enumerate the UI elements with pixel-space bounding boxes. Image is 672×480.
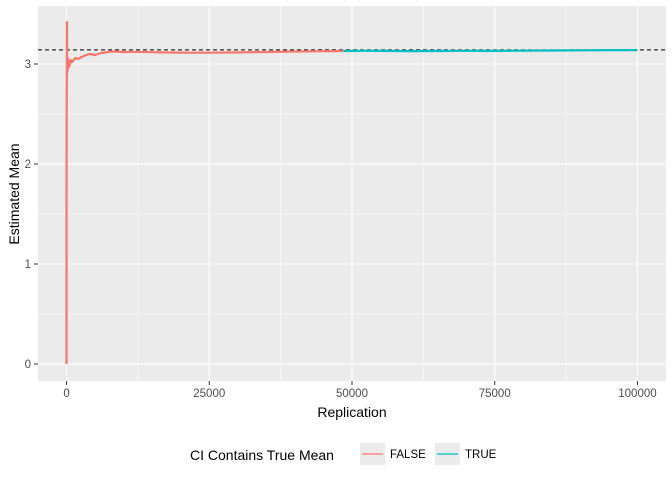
legend: CI Contains True Mean FALSE TRUE xyxy=(190,443,497,465)
x-axis: 0 25000 50000 75000 100000 xyxy=(63,381,657,400)
x-tick-label: 0 xyxy=(63,388,69,400)
legend-label-false: FALSE xyxy=(390,449,426,461)
y-tick-label: 2 xyxy=(25,159,31,171)
series-line-false xyxy=(65,20,344,365)
x-tick-label: 100000 xyxy=(618,388,656,400)
x-tick-label: 25000 xyxy=(193,388,225,400)
legend-title: CI Contains True Mean xyxy=(190,447,334,463)
x-tick-label: 75000 xyxy=(479,388,511,400)
y-axis: 0 1 2 3 xyxy=(25,59,38,371)
y-axis-title: Estimated Mean xyxy=(6,143,22,244)
y-tick-label: 3 xyxy=(25,59,31,71)
series-layer xyxy=(65,20,638,365)
y-tick-label: 0 xyxy=(25,359,31,371)
x-tick-label: 50000 xyxy=(336,388,368,400)
legend-label-true: TRUE xyxy=(465,449,497,461)
x-axis-title: Replication xyxy=(317,404,386,420)
y-tick-label: 1 xyxy=(25,259,31,271)
series-line-true xyxy=(343,49,638,53)
